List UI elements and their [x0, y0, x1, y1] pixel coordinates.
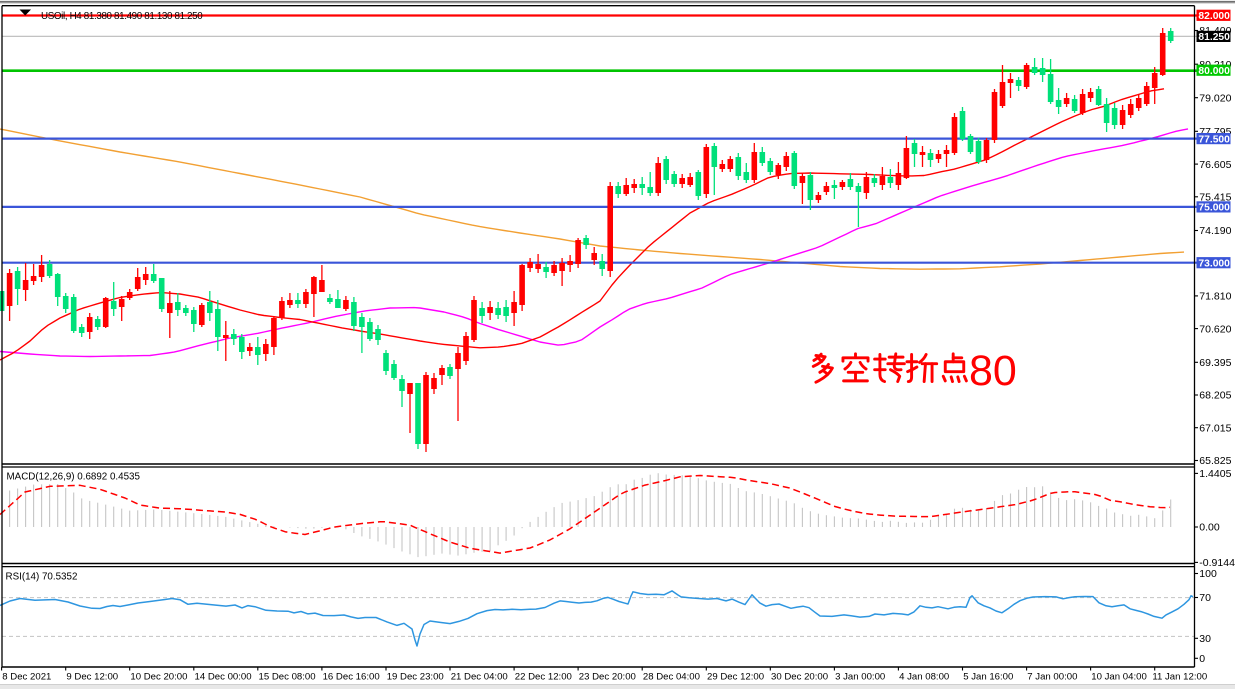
svg-text:68.205: 68.205: [1199, 390, 1231, 402]
svg-text:30: 30: [1199, 633, 1211, 645]
svg-text:74.190: 74.190: [1199, 225, 1231, 237]
svg-text:29 Dec 12:00: 29 Dec 12:00: [707, 671, 764, 682]
svg-text:73.000: 73.000: [1198, 259, 1230, 270]
svg-text:70: 70: [1199, 592, 1211, 604]
svg-text:16 Dec 16:00: 16 Dec 16:00: [323, 671, 380, 682]
svg-text:15 Dec 08:00: 15 Dec 08:00: [259, 671, 316, 682]
svg-text:28 Dec 04:00: 28 Dec 04:00: [643, 671, 700, 682]
svg-text:3 Jan 00:00: 3 Jan 00:00: [835, 671, 885, 682]
svg-text:7 Jan 00:00: 7 Jan 00:00: [1027, 671, 1077, 682]
svg-text:80: 80: [969, 347, 1017, 395]
svg-text:11 Jan 12:00: 11 Jan 12:00: [1152, 671, 1207, 682]
svg-text:75.415: 75.415: [1199, 192, 1231, 204]
svg-text:77.500: 77.500: [1198, 134, 1230, 145]
svg-text:81.250: 81.250: [1198, 32, 1230, 43]
svg-text:82.000: 82.000: [1198, 11, 1230, 22]
svg-text:MACD(12,26,9) 0.6892 0.4535: MACD(12,26,9) 0.6892 0.4535: [7, 471, 141, 482]
svg-text:69.395: 69.395: [1199, 357, 1231, 369]
svg-text:14 Dec 00:00: 14 Dec 00:00: [195, 671, 252, 682]
svg-text:10 Dec 20:00: 10 Dec 20:00: [130, 671, 187, 682]
svg-text:75.000: 75.000: [1198, 203, 1230, 214]
svg-text:100: 100: [1199, 568, 1217, 580]
svg-text:9 Dec 12:00: 9 Dec 12:00: [66, 671, 118, 682]
svg-text:22 Dec 12:00: 22 Dec 12:00: [515, 671, 572, 682]
svg-text:30 Dec 20:00: 30 Dec 20:00: [771, 671, 828, 682]
svg-text:8 Dec 2021: 8 Dec 2021: [2, 671, 51, 682]
svg-text:USOil, H4 81.380 81.490 81.13: USOil, H4 81.380 81.490 81.130 81.250: [41, 11, 203, 22]
svg-text:23 Dec 20:00: 23 Dec 20:00: [579, 671, 636, 682]
svg-text:0: 0: [1199, 653, 1205, 665]
svg-text:10 Jan 04:00: 10 Jan 04:00: [1091, 671, 1146, 682]
svg-text:65.825: 65.825: [1199, 455, 1231, 467]
svg-text:21 Dec 04:00: 21 Dec 04:00: [451, 671, 508, 682]
svg-text:79.020: 79.020: [1199, 92, 1231, 104]
svg-text:70.620: 70.620: [1199, 323, 1231, 335]
svg-text:71.810: 71.810: [1199, 291, 1231, 303]
svg-text:19 Dec 23:00: 19 Dec 23:00: [387, 671, 444, 682]
svg-text:1.4405: 1.4405: [1199, 468, 1231, 480]
svg-text:0.00: 0.00: [1199, 522, 1220, 534]
svg-text:76.605: 76.605: [1199, 159, 1231, 171]
svg-text:-0.9144: -0.9144: [1199, 557, 1235, 569]
svg-text:RSI(14) 70.5352: RSI(14) 70.5352: [6, 571, 78, 582]
svg-text:4 Jan 08:00: 4 Jan 08:00: [899, 671, 949, 682]
svg-text:80.000: 80.000: [1198, 66, 1230, 77]
svg-text:67.015: 67.015: [1199, 422, 1231, 434]
svg-text:5 Jan 16:00: 5 Jan 16:00: [963, 671, 1013, 682]
